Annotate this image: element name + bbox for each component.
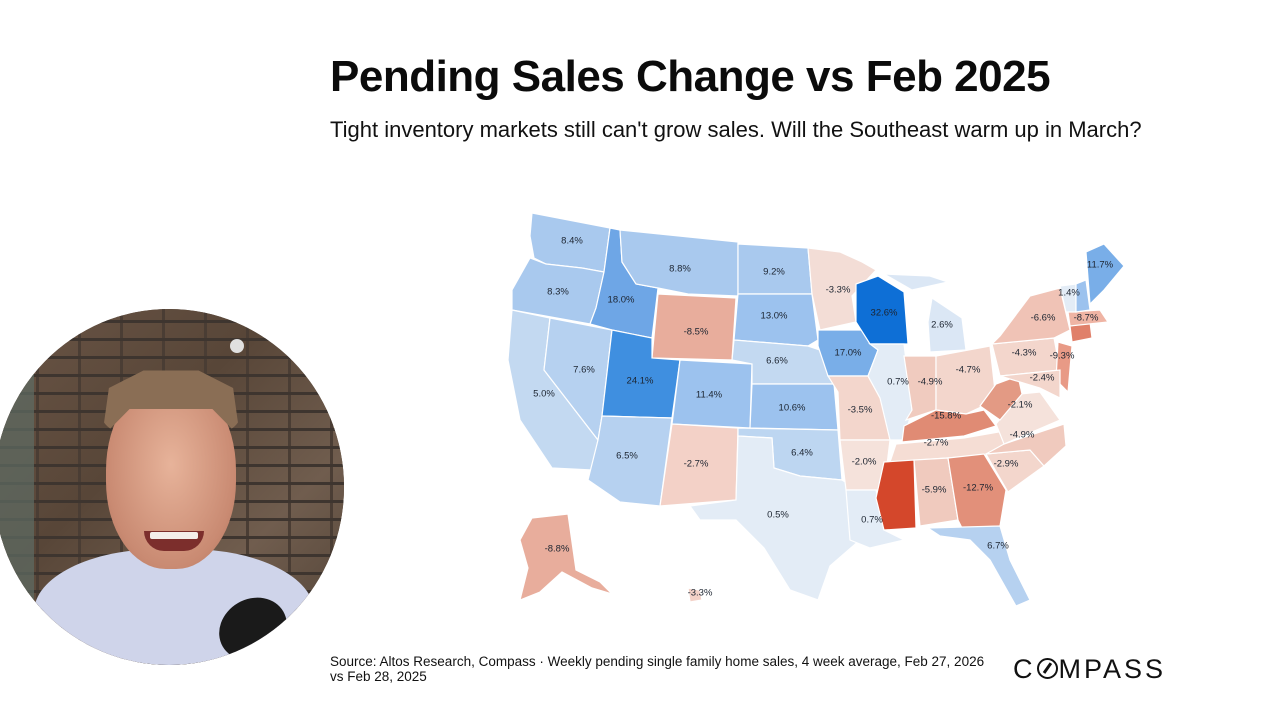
state-WI — [855, 275, 909, 345]
logo-text-c: C — [1013, 654, 1036, 684]
state-MI — [927, 296, 967, 353]
state-HI — [687, 587, 703, 603]
label-NM: -2.7% — [684, 459, 709, 470]
label-IA: 17.0% — [835, 348, 862, 359]
label-ND: 9.2% — [763, 267, 785, 278]
label-MD: -2.4% — [1030, 373, 1055, 384]
state-NC — [985, 423, 1067, 467]
label-KS: 10.6% — [779, 403, 806, 414]
label-WI: 32.6% — [871, 308, 898, 319]
presenter-webcam — [0, 309, 344, 665]
state-MD — [999, 369, 1061, 399]
label-MO: -3.5% — [848, 405, 873, 416]
label-VA: -2.1% — [1008, 400, 1033, 411]
wall-edge — [0, 309, 34, 665]
state-MN — [807, 247, 877, 331]
label-SC: -2.9% — [994, 459, 1019, 470]
us-choropleth-map: 8.4% 8.3% 5.0% 7.6% 18.0% 8.8% -8.5% 24.… — [470, 205, 1160, 615]
label-CO: 11.4% — [696, 390, 723, 401]
state-WV — [979, 375, 1023, 421]
label-NV: 7.6% — [573, 365, 595, 376]
state-IN — [903, 355, 937, 422]
state-MI-UP — [883, 273, 951, 291]
source-note: Source: Altos Research, Compass · Weekly… — [330, 654, 985, 684]
state-LA — [845, 489, 906, 549]
label-SD: 13.0% — [761, 311, 788, 322]
label-LA: 0.7% — [861, 515, 883, 526]
label-TN: -2.7% — [924, 438, 949, 449]
label-NY: -6.6% — [1031, 313, 1056, 324]
label-NJ: -9.3% — [1050, 351, 1075, 362]
label-AK: -8.8% — [545, 544, 570, 555]
label-PA: -4.3% — [1012, 348, 1037, 359]
slide-subtitle: Tight inventory markets still can't grow… — [330, 117, 1142, 142]
label-OR: 8.3% — [547, 287, 569, 298]
state-MS — [875, 459, 917, 531]
label-MN: -3.3% — [826, 285, 851, 296]
label-OH: -4.7% — [956, 365, 981, 376]
label-KY: -15.8% — [931, 411, 962, 422]
label-WY: -8.5% — [684, 327, 709, 338]
label-MA: -8.7% — [1074, 313, 1099, 324]
label-FL: 6.7% — [987, 541, 1009, 552]
label-WA: 8.4% — [561, 236, 583, 247]
label-AZ: 6.5% — [616, 451, 638, 462]
label-NE: 6.6% — [766, 356, 788, 367]
label-GA: -12.7% — [963, 483, 994, 494]
state-FL — [926, 525, 1031, 607]
label-UT: 24.1% — [627, 376, 654, 387]
state-AZ — [587, 415, 673, 507]
state-NH — [1075, 279, 1091, 313]
compass-logo: C MPASS — [1013, 654, 1166, 685]
state-AK — [519, 513, 613, 601]
label-AL: -5.9% — [922, 485, 947, 496]
state-KY — [901, 409, 997, 443]
label-HI: -3.3% — [688, 588, 713, 599]
state-SD — [733, 293, 819, 347]
presenter-teeth — [150, 532, 198, 539]
label-IN: -4.9% — [918, 377, 943, 388]
logo-text-rest: MPASS — [1058, 654, 1167, 684]
label-OK: 6.4% — [791, 448, 813, 459]
state-ME — [1085, 243, 1125, 306]
label-VT: 1.4% — [1058, 288, 1080, 299]
label-MT: 8.8% — [669, 264, 691, 275]
label-CA: 5.0% — [533, 389, 555, 400]
state-TX — [688, 435, 861, 601]
label-IL: 0.7% — [887, 377, 909, 388]
wall-light — [230, 339, 244, 353]
label-ID: 18.0% — [608, 295, 635, 306]
compass-o-icon — [1036, 658, 1058, 679]
label-AR: -2.0% — [852, 457, 877, 468]
label-TX: 0.5% — [767, 510, 789, 521]
label-MI: 2.6% — [931, 320, 953, 331]
label-ME: 11.7% — [1087, 260, 1114, 271]
slide-title: Pending Sales Change vs Feb 2025 — [330, 52, 1051, 101]
label-NC: -4.9% — [1010, 430, 1035, 441]
